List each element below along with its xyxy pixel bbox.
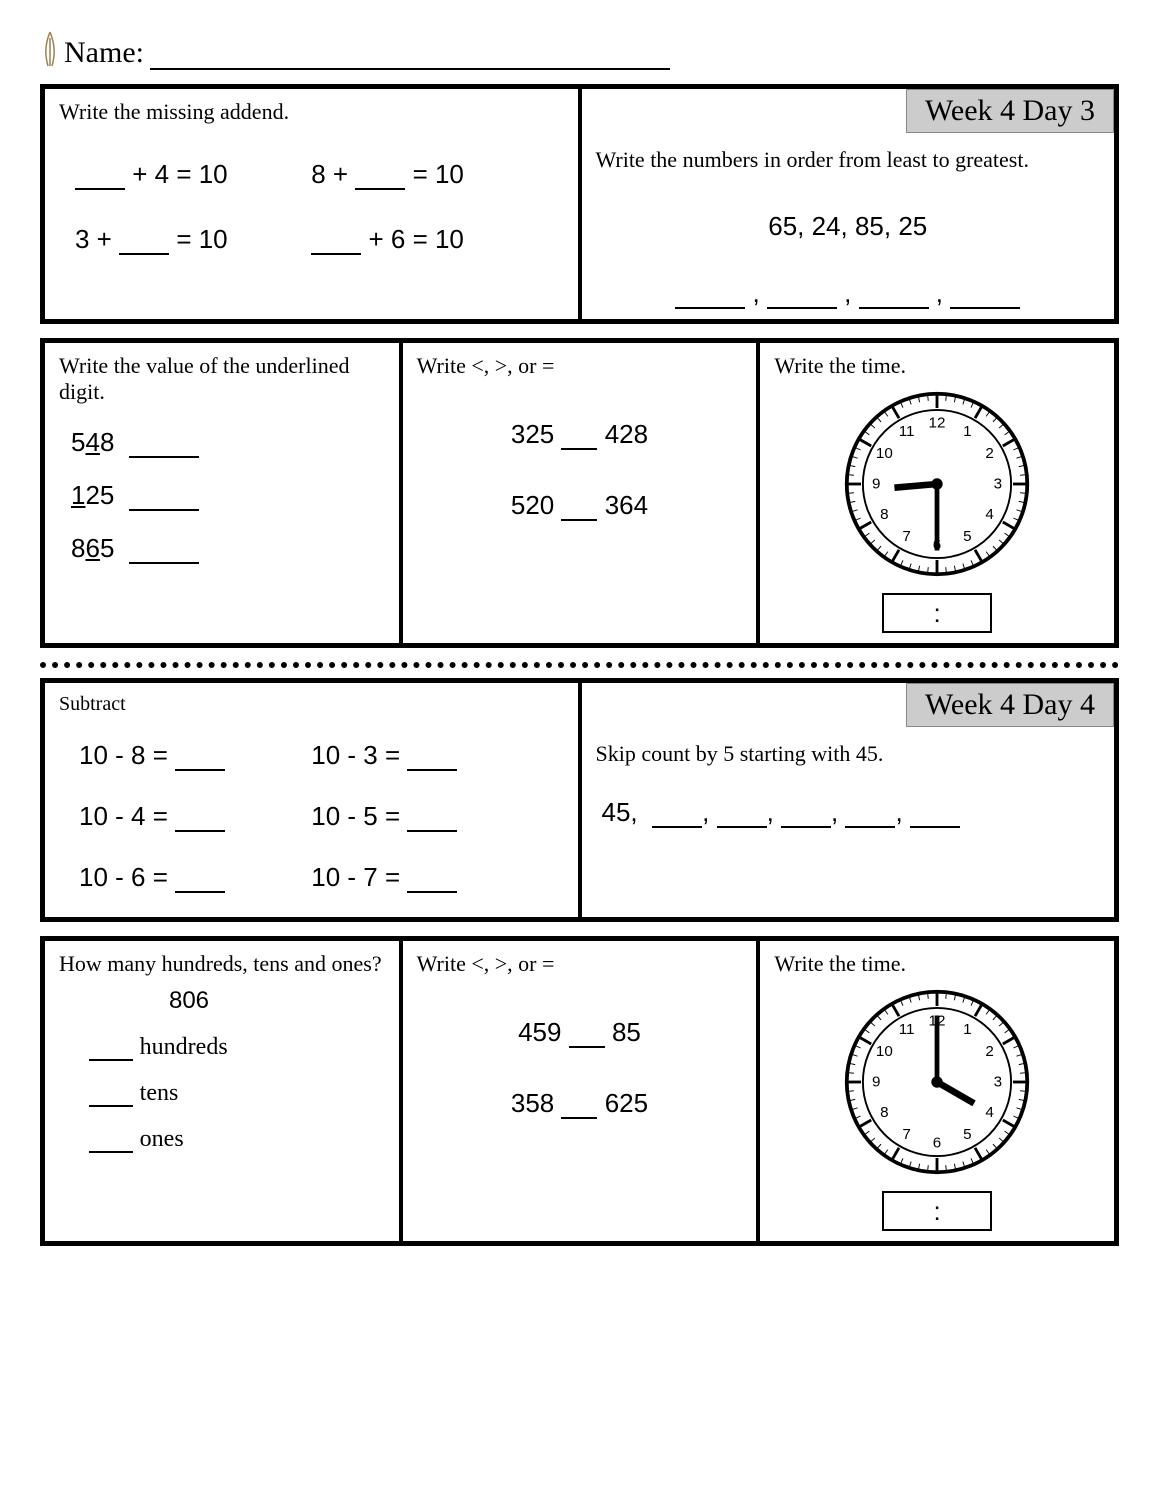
digit-item[interactable]: 865 bbox=[71, 533, 385, 564]
compare-box: Write <, >, or = 459 85 358 625 bbox=[401, 939, 759, 1243]
name-input-line[interactable] bbox=[150, 40, 670, 70]
svg-text:2: 2 bbox=[986, 1043, 994, 1060]
underlined-digit-box: Write the value of the underlined digit.… bbox=[43, 341, 401, 645]
subtract-box: Subtract 10 - 8 = 10 - 3 = 10 - 4 = 10 -… bbox=[43, 681, 580, 919]
week-badge: Week 4 Day 4 bbox=[906, 683, 1114, 727]
name-row: Name: bbox=[40, 30, 1119, 70]
equation[interactable]: 10 - 4 = bbox=[79, 801, 311, 832]
svg-text:10: 10 bbox=[876, 1043, 893, 1060]
equations: + 4 = 10 8 + = 10 3 + = 10 + 6 = 10 bbox=[59, 135, 564, 275]
numbers-to-order: 65, 24, 85, 25 bbox=[768, 211, 927, 242]
equation[interactable]: + 6 = 10 bbox=[311, 224, 547, 255]
equation[interactable]: 3 + = 10 bbox=[75, 224, 311, 255]
pv-line[interactable]: hundreds bbox=[89, 1033, 385, 1061]
day3-mid-section: Write the value of the underlined digit.… bbox=[40, 338, 1119, 648]
svg-text:9: 9 bbox=[872, 1074, 880, 1091]
svg-text:6: 6 bbox=[933, 1134, 941, 1151]
box-title: How many hundreds, tens and ones? bbox=[59, 951, 385, 977]
box-title: Skip count by 5 starting with 45. bbox=[596, 741, 1101, 767]
svg-text:5: 5 bbox=[963, 1126, 971, 1143]
compare-pair[interactable]: 358 625 bbox=[511, 1088, 648, 1119]
equation[interactable]: 10 - 6 = bbox=[79, 862, 311, 893]
svg-text:1: 1 bbox=[963, 1021, 971, 1038]
equation[interactable]: 10 - 3 = bbox=[311, 740, 543, 771]
day3-top-section: Write the missing addend. + 4 = 10 8 + =… bbox=[40, 84, 1119, 324]
box-title: Subtract bbox=[59, 693, 564, 716]
svg-text:8: 8 bbox=[880, 1104, 888, 1121]
svg-text:4: 4 bbox=[986, 1104, 994, 1121]
week-badge: Week 4 Day 3 bbox=[906, 89, 1114, 133]
day-divider bbox=[40, 662, 1119, 668]
box-title: Write the value of the underlined digit. bbox=[59, 353, 385, 405]
box-title: Write the numbers in order from least to… bbox=[596, 147, 1101, 173]
equation[interactable]: + 4 = 10 bbox=[75, 159, 311, 190]
equation[interactable]: 10 - 8 = bbox=[79, 740, 311, 771]
svg-text:9: 9 bbox=[872, 476, 880, 493]
box-title: Write <, >, or = bbox=[417, 353, 743, 379]
time-answer-box[interactable]: : bbox=[882, 1191, 992, 1231]
svg-text:11: 11 bbox=[899, 1021, 915, 1038]
pv-line[interactable]: tens bbox=[89, 1079, 385, 1107]
svg-text:7: 7 bbox=[903, 1126, 911, 1143]
clock-icon: 123456789101112 bbox=[842, 987, 1032, 1177]
box-title: Write <, >, or = bbox=[417, 951, 743, 977]
svg-text:4: 4 bbox=[986, 506, 994, 523]
svg-text:3: 3 bbox=[994, 1074, 1002, 1091]
svg-text:10: 10 bbox=[876, 445, 893, 462]
box-title: Write the time. bbox=[774, 353, 1100, 379]
place-value-box: How many hundreds, tens and ones? 806 hu… bbox=[43, 939, 401, 1243]
time-answer-box[interactable]: : bbox=[882, 593, 992, 633]
svg-text:7: 7 bbox=[903, 528, 911, 545]
digit-item[interactable]: 125 bbox=[71, 480, 385, 511]
pv-line[interactable]: ones bbox=[89, 1125, 385, 1153]
missing-addend-box: Write the missing addend. + 4 = 10 8 + =… bbox=[43, 87, 580, 321]
box-title: Write the time. bbox=[774, 951, 1100, 977]
compare-box: Write <, >, or = 325 428 520 364 bbox=[401, 341, 759, 645]
svg-text:12: 12 bbox=[929, 415, 946, 432]
time-box: Write the time. 123456789101112 : bbox=[758, 939, 1116, 1243]
day4-mid-section: How many hundreds, tens and ones? 806 hu… bbox=[40, 936, 1119, 1246]
svg-text:1: 1 bbox=[963, 423, 971, 440]
ordering-box: Week 4 Day 3 Write the numbers in order … bbox=[580, 87, 1117, 321]
compare-pair[interactable]: 325 428 bbox=[511, 419, 648, 450]
svg-text:5: 5 bbox=[963, 528, 971, 545]
compare-pair[interactable]: 459 85 bbox=[518, 1017, 641, 1048]
skip-count-blanks[interactable]: 45, , , , , bbox=[596, 777, 1101, 828]
day4-top-section: Subtract 10 - 8 = 10 - 3 = 10 - 4 = 10 -… bbox=[40, 678, 1119, 922]
name-label: Name: bbox=[64, 36, 144, 70]
time-box: Write the time. 123456789101112 : bbox=[758, 341, 1116, 645]
svg-text:8: 8 bbox=[880, 506, 888, 523]
svg-text:3: 3 bbox=[994, 476, 1002, 493]
equation[interactable]: 10 - 7 = bbox=[311, 862, 543, 893]
digit-item[interactable]: 548 bbox=[71, 427, 385, 458]
svg-text:2: 2 bbox=[986, 445, 994, 462]
skip-count-box: Week 4 Day 4 Skip count by 5 starting wi… bbox=[580, 681, 1117, 919]
box-title: Write the missing addend. bbox=[59, 99, 564, 125]
compare-pair[interactable]: 520 364 bbox=[511, 490, 648, 521]
equation[interactable]: 10 - 5 = bbox=[311, 801, 543, 832]
pv-number: 806 bbox=[89, 987, 289, 1015]
clock-icon: 123456789101112 bbox=[842, 389, 1032, 579]
feather-icon bbox=[40, 30, 60, 70]
equation[interactable]: 8 + = 10 bbox=[311, 159, 547, 190]
svg-text:11: 11 bbox=[899, 423, 915, 440]
order-answer-blanks[interactable]: , , , bbox=[675, 278, 1020, 309]
